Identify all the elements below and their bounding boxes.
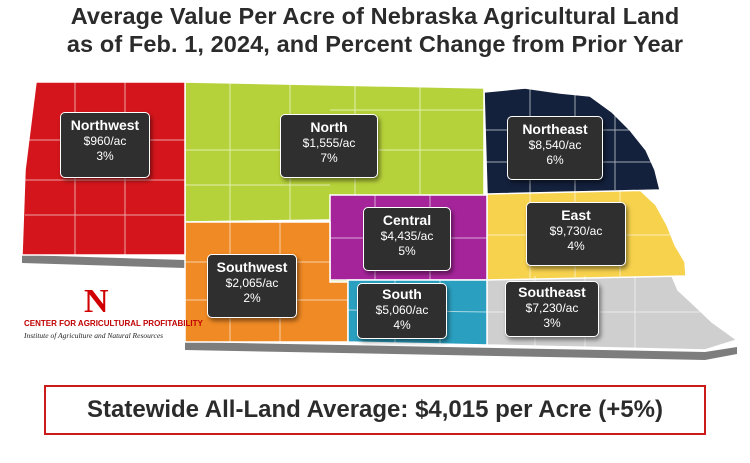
map-title: Average Value Per Acre of Nebraska Agric… (0, 2, 750, 58)
region-change: 6% (546, 153, 564, 167)
region-value: $1,555/ac (302, 136, 356, 150)
map-bottom-edge (185, 342, 737, 360)
region-name: Northwest (70, 117, 140, 133)
region-change: 4% (393, 318, 411, 332)
region-value: $4,435/ac (380, 229, 434, 243)
region-change: 7% (320, 151, 338, 165)
region-value: $5,060/ac (375, 303, 429, 317)
map-left-edge (22, 255, 185, 268)
region-change: 3% (96, 149, 114, 163)
region-name: North (310, 119, 348, 135)
region-name: Central (382, 212, 432, 228)
region-change: 3% (543, 316, 561, 330)
logo-institute-name: Institute of Agriculture and Natural Res… (24, 331, 164, 340)
label-south: South $5,060/ac 4% (357, 283, 447, 339)
title-line-1: Average Value Per Acre of Nebraska Agric… (70, 3, 680, 29)
title-line-2: as of Feb. 1, 2024, and Percent Change f… (66, 31, 684, 57)
region-value: $960/ac (83, 134, 127, 148)
nebraska-n-logo: N (84, 283, 109, 320)
region-change: 2% (243, 291, 261, 305)
label-northwest: Northwest $960/ac 3% (60, 112, 150, 178)
region-change: 5% (398, 244, 416, 258)
region-name: Southwest (216, 259, 288, 275)
region-value: $9,730/ac (549, 224, 603, 238)
region-name: Southeast (518, 284, 586, 300)
region-name: Northeast (522, 121, 588, 137)
label-southeast: Southeast $7,230/ac 3% (505, 281, 599, 337)
statewide-average-text: Statewide All-Land Average: $4,015 per A… (87, 396, 663, 423)
region-value: $8,540/ac (528, 138, 582, 152)
region-name: East (561, 207, 591, 223)
label-east: East $9,730/ac 4% (526, 202, 626, 266)
statewide-average-box: Statewide All-Land Average: $4,015 per A… (44, 385, 706, 435)
region-change: 4% (567, 239, 585, 253)
label-central: Central $4,435/ac 5% (363, 207, 451, 271)
label-northeast: Northeast $8,540/ac 6% (507, 116, 603, 180)
label-north: North $1,555/ac 7% (280, 114, 378, 178)
logo-org-name: CENTER FOR AGRICULTURAL PROFITABILITY (24, 319, 203, 328)
center-for-ag-profitability-logo: N CENTER FOR AGRICULTURAL PROFITABILITY … (24, 283, 203, 341)
label-southwest: Southwest $2,065/ac 2% (207, 254, 297, 318)
region-value: $7,230/ac (525, 301, 579, 315)
region-value: $2,065/ac (225, 276, 279, 290)
region-name: South (382, 286, 422, 302)
